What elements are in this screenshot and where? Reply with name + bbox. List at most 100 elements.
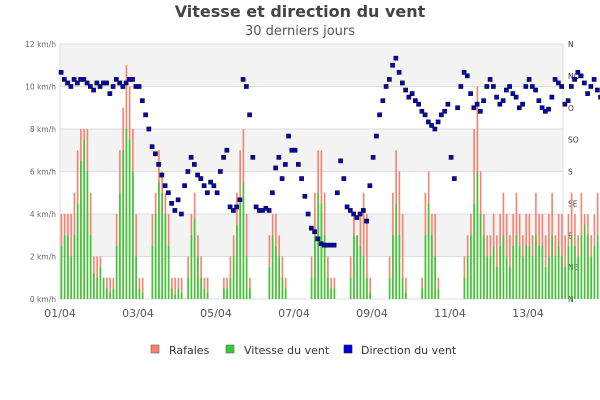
direction-point — [224, 147, 230, 153]
y-tick-label: 0 km/h — [30, 295, 56, 304]
direction-point — [104, 80, 109, 86]
direction-tick-label: E — [568, 231, 573, 240]
gust-bar — [141, 277, 144, 299]
direction-point — [516, 105, 522, 111]
speed-bar — [437, 288, 440, 299]
speed-bar — [525, 245, 527, 299]
gust-bar — [206, 277, 209, 299]
speed-bar — [76, 203, 79, 299]
speed-bar — [138, 288, 141, 299]
x-tick-label: 03/04 — [122, 307, 154, 320]
speed-bar — [554, 256, 557, 299]
gust-bar — [174, 277, 176, 299]
direction-point — [520, 101, 525, 107]
speed-bar — [522, 256, 524, 299]
direction-point — [422, 112, 428, 118]
speed-bar — [502, 235, 505, 299]
plot-band — [60, 44, 563, 87]
speed-bar — [96, 277, 98, 299]
direction-point — [383, 84, 389, 89]
direction-point — [273, 165, 278, 171]
direction-point — [159, 172, 165, 178]
direction-point — [504, 87, 509, 93]
speed-bar — [226, 288, 228, 299]
speed-bar — [109, 292, 111, 299]
direction-tick-label: N — [568, 295, 574, 304]
direction-point — [549, 94, 555, 100]
gust-bar — [362, 192, 365, 299]
direction-point — [185, 169, 191, 174]
speed-bar — [187, 277, 189, 299]
direction-point — [172, 208, 178, 213]
legend-label-speed[interactable]: Vitesse du vent — [244, 344, 330, 357]
speed-bar — [174, 294, 176, 299]
speed-bar — [164, 214, 167, 299]
speed-bar — [271, 235, 274, 299]
direction-point — [455, 105, 460, 111]
direction-point — [452, 176, 457, 181]
speed-bar — [401, 277, 404, 299]
speed-bar — [99, 267, 102, 299]
direction-point — [305, 211, 311, 217]
direction-point — [247, 112, 252, 118]
speed-bar — [67, 235, 69, 299]
direction-point — [175, 197, 181, 203]
direction-point — [74, 80, 80, 86]
x-tick-label: 09/04 — [356, 307, 388, 320]
x-tick-label: 01/04 — [44, 307, 76, 320]
direction-point — [409, 91, 415, 96]
legend: Rafales Vitesse du vent Direction du ven… — [150, 344, 457, 357]
direction-point — [448, 154, 454, 160]
bars — [60, 65, 599, 299]
legend-label-direction[interactable]: Direction du vent — [361, 344, 457, 357]
direction-point — [276, 154, 282, 160]
direction-point — [227, 204, 233, 210]
speed-bar — [242, 182, 245, 299]
direction-point — [406, 94, 412, 100]
speed-bar — [284, 288, 287, 299]
speed-bar — [499, 245, 501, 299]
direction-point — [478, 108, 483, 114]
direction-tick-label: SO — [568, 136, 579, 145]
legend-label-gusts[interactable]: Rafales — [169, 344, 210, 357]
speed-bar — [570, 235, 573, 299]
direction-point — [211, 183, 217, 189]
speed-bar — [405, 292, 407, 299]
direction-point — [354, 215, 360, 220]
speed-bar — [388, 277, 391, 299]
direction-point — [348, 208, 353, 213]
direction-point — [591, 77, 597, 82]
speed-bar — [333, 288, 336, 299]
direction-point — [110, 84, 116, 89]
direction-point — [283, 162, 288, 167]
speed-bar — [463, 277, 466, 299]
direction-point — [299, 176, 304, 181]
speed-bar — [115, 245, 118, 299]
direction-point — [192, 162, 197, 167]
plot-band — [60, 129, 563, 172]
speed-bar — [200, 277, 202, 299]
speed-bar — [548, 256, 550, 299]
speed-bar — [310, 277, 313, 299]
speed-bar — [515, 235, 518, 299]
speed-bar — [434, 256, 436, 299]
speed-bar — [203, 288, 206, 299]
direction-point — [562, 101, 568, 107]
y-tick-label: 2 km/h — [30, 253, 56, 262]
speed-bar — [431, 235, 433, 299]
direction-point — [166, 190, 171, 196]
direction-tick-label: O — [568, 104, 574, 113]
direction-point — [302, 193, 308, 199]
direction-point — [195, 172, 200, 178]
direction-point — [546, 106, 551, 112]
direction-point — [565, 98, 571, 104]
direction-point — [117, 80, 122, 86]
direction-points — [58, 55, 600, 248]
direction-point — [568, 84, 574, 89]
direction-point — [390, 62, 395, 68]
direction-point — [234, 204, 239, 210]
x-tick-label: 11/04 — [434, 307, 466, 320]
speed-bar — [538, 245, 540, 299]
speed-bar — [249, 288, 251, 299]
speed-bar — [512, 245, 514, 299]
